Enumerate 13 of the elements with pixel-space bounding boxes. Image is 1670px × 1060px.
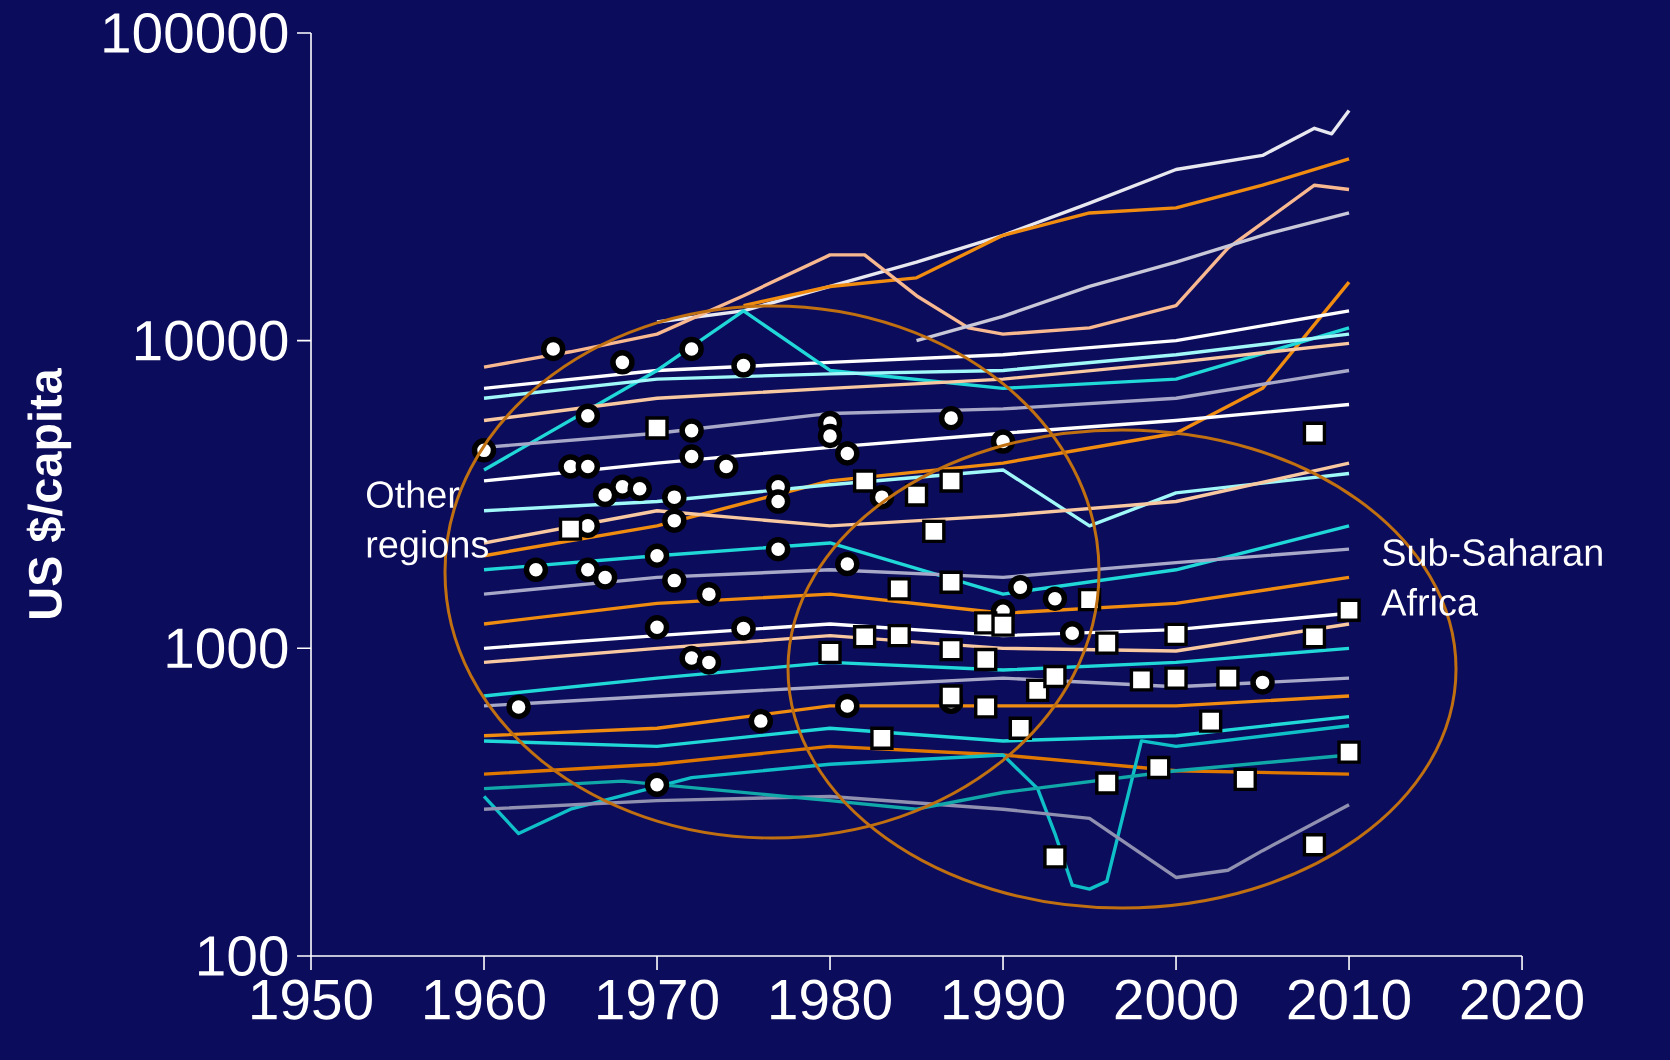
x-tick-label: 2020 (1461, 979, 1583, 1020)
x-tick-label: 2010 (1288, 979, 1410, 1020)
x-tick-label: 1980 (771, 979, 891, 1020)
x-tick-label: 1990 (944, 979, 1064, 1020)
x-tick-label: 2000 (1115, 979, 1237, 1020)
y-tick-label: 10000 (135, 320, 288, 361)
y-tick-label: 1000 (167, 628, 288, 669)
y-axis-title: US $/capita (26, 368, 72, 618)
x-tick-label: 1960 (425, 979, 545, 1020)
x-tick-label: 1950 (252, 979, 372, 1020)
x-tick-label: 1970 (598, 979, 718, 1020)
y-tick-label: 100000 (104, 12, 288, 54)
y-tick-label: 100 (199, 935, 288, 977)
